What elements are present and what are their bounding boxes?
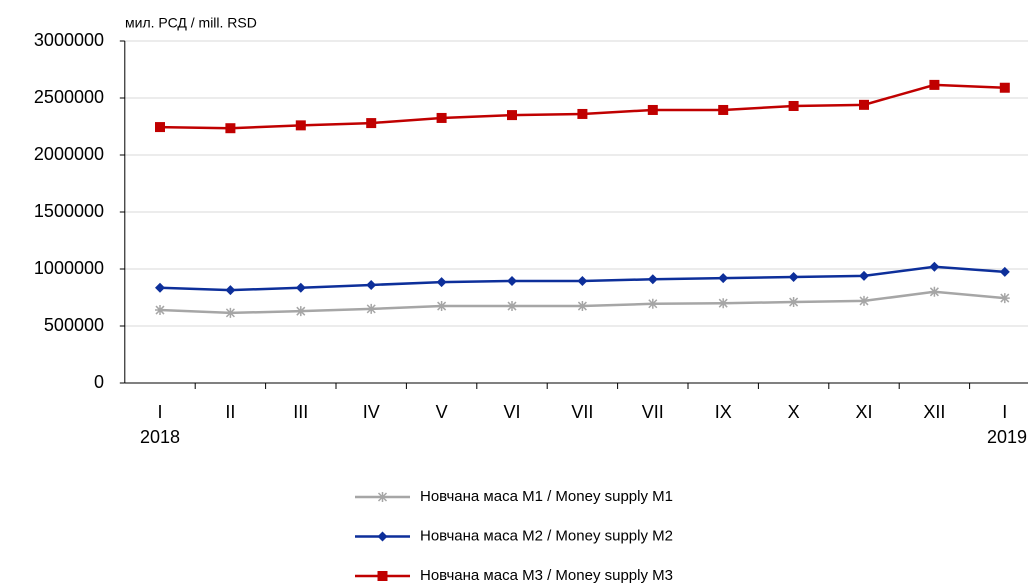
marker: [647, 298, 658, 309]
marker: [295, 120, 306, 131]
marker: [155, 282, 165, 293]
marker: [366, 279, 377, 290]
x-tick-label: I: [1002, 402, 1007, 422]
x-year-label: 2018: [140, 427, 180, 447]
marker: [999, 266, 1010, 277]
marker: [295, 306, 306, 317]
marker: [577, 275, 588, 286]
marker: [859, 295, 869, 306]
marker: [718, 273, 729, 284]
x-tick-label: V: [436, 402, 448, 422]
x-tick-label: X: [788, 402, 800, 422]
marker: [718, 298, 729, 309]
marker: [647, 104, 658, 115]
marker: [859, 99, 869, 110]
marker: [507, 301, 517, 312]
marker: [377, 492, 388, 502]
marker: [788, 100, 799, 111]
marker: [155, 122, 165, 133]
legend-label: Новчана маса М1 / Money supply M1: [420, 488, 673, 505]
y-tick-label: 3000000: [34, 30, 104, 50]
y-tick-label: 2500000: [34, 87, 104, 107]
series: [155, 261, 1010, 296]
marker: [859, 270, 869, 281]
marker: [929, 79, 940, 90]
y-tick-label: 1500000: [34, 201, 104, 221]
x-year-label: 2019: [987, 427, 1027, 447]
x-tick-label: VI: [503, 402, 520, 422]
marker: [718, 104, 729, 115]
series: [155, 79, 1010, 134]
marker: [366, 303, 377, 314]
marker: [577, 108, 588, 119]
x-tick-label: IX: [715, 402, 732, 422]
legend-label: Новчана маса М2 / Money supply M2: [420, 527, 673, 544]
y-unit-label: мил. РСД / mill. RSD: [125, 15, 257, 31]
x-tick-label: XII: [923, 402, 945, 422]
marker: [507, 110, 517, 121]
marker: [377, 531, 388, 542]
marker: [225, 123, 236, 134]
marker: [577, 301, 588, 312]
legend-label: Новчана маса М3 / Money supply M3: [420, 567, 673, 584]
marker: [929, 261, 940, 272]
series: [155, 286, 1010, 318]
marker: [999, 293, 1010, 304]
marker: [436, 301, 447, 312]
marker: [155, 305, 165, 316]
marker: [225, 285, 236, 296]
marker: [377, 571, 388, 581]
marker: [295, 282, 306, 293]
x-tick-label: XI: [855, 402, 872, 422]
y-tick-label: 500000: [44, 315, 104, 335]
x-tick-label: VII: [642, 402, 664, 422]
y-tick-label: 2000000: [34, 144, 104, 164]
line: [159, 83, 1005, 130]
marker: [999, 82, 1010, 93]
x-tick-label: I: [157, 402, 162, 422]
marker: [507, 275, 517, 286]
y-tick-label: 0: [94, 372, 104, 392]
marker: [436, 112, 447, 123]
x-tick-label: III: [293, 402, 308, 422]
marker: [366, 118, 377, 129]
marker: [788, 297, 799, 308]
marker: [647, 274, 658, 285]
marker: [788, 271, 799, 282]
x-tick-label: II: [225, 402, 235, 422]
marker: [436, 277, 447, 288]
y-tick-label: 1000000: [34, 258, 104, 278]
x-tick-label: VII: [571, 402, 593, 422]
x-tick-label: IV: [363, 402, 380, 422]
marker: [225, 307, 236, 318]
marker: [929, 286, 940, 297]
